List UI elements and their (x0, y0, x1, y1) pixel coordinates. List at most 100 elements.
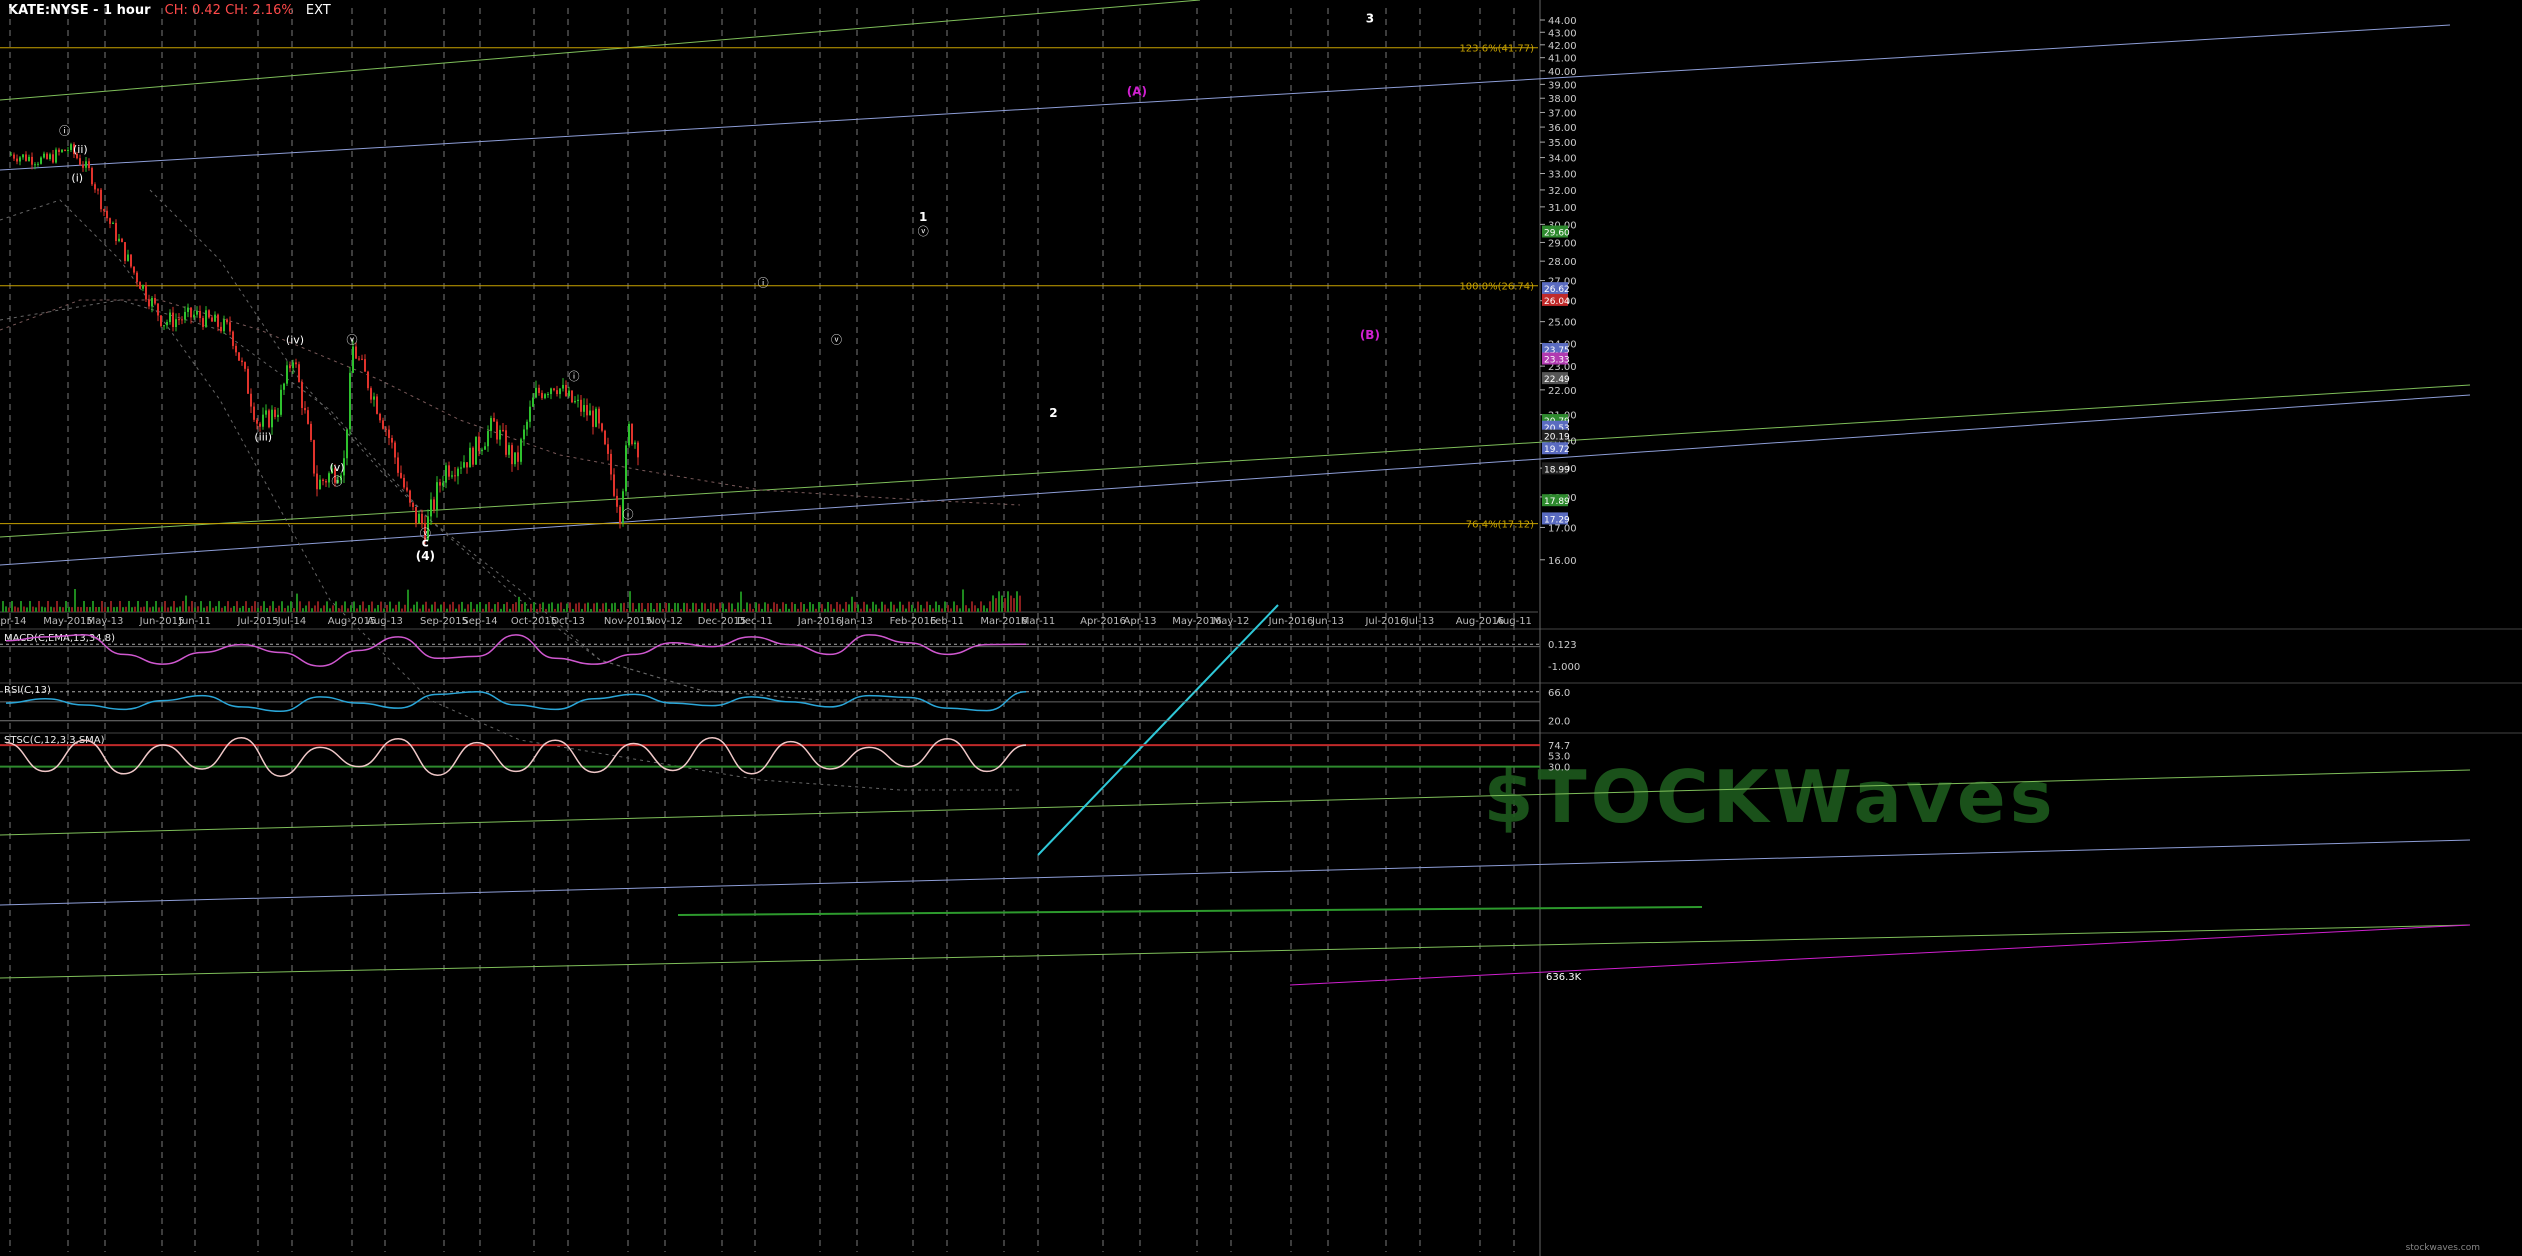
time-tick-label: Mar-11 (1021, 616, 1056, 627)
volume-bar (326, 601, 328, 612)
volume-bar (605, 602, 607, 612)
volume-bar (302, 608, 304, 612)
volume-bar (1010, 595, 1012, 612)
volume-bar (272, 601, 274, 612)
volume-bar (680, 608, 682, 612)
price-candle (334, 468, 336, 483)
volume-bar (743, 608, 745, 612)
volume-bar (290, 601, 292, 612)
volume-bar (32, 606, 34, 612)
volume-bar (122, 607, 124, 612)
price-candle (118, 238, 120, 242)
stoch-title: STSC(C,12,3,3,SMA) (4, 735, 105, 746)
volume-bar (767, 603, 769, 612)
price-tick-label: 41.00 (1548, 54, 1577, 65)
price-tick-label: 29.00 (1548, 238, 1577, 249)
volume-bar (758, 603, 760, 612)
volume-bar (191, 601, 193, 612)
price-candle (109, 218, 111, 224)
price-candle (55, 149, 57, 163)
price-candle (337, 480, 339, 483)
price-candle (241, 360, 243, 363)
time-tick-label: Dec-11 (737, 616, 773, 627)
volume-bar (209, 601, 211, 612)
volume-bar (17, 607, 19, 612)
price-candle (190, 307, 192, 318)
volume-bar (689, 608, 691, 612)
volume-bar (479, 601, 481, 612)
volume-bar (47, 601, 49, 612)
price-candle (232, 331, 234, 346)
volume-bar (941, 608, 943, 612)
volume-bar (794, 603, 796, 612)
price-candle (85, 161, 87, 168)
ma-slow-line (0, 299, 1021, 506)
price-tag: 22.49 (1544, 375, 1570, 385)
stoch-series-line (5, 737, 1027, 777)
price-candle (106, 210, 108, 219)
volume-bar (980, 601, 982, 612)
volume-bar (449, 604, 451, 612)
price-candle (184, 311, 186, 320)
volume-bar (524, 602, 526, 612)
time-tick-label: Apr-13 (1124, 616, 1157, 627)
price-tick-label: 31.00 (1548, 203, 1577, 214)
macd-tick-label: 0.123 (1548, 640, 1577, 651)
volume-bar (716, 608, 718, 612)
price-candle (430, 499, 432, 517)
volume-bar (860, 608, 862, 612)
wave-label: (v) (329, 461, 344, 474)
volume-bar (98, 606, 100, 612)
wave-label: ⓥ (918, 225, 929, 238)
volume-bar (797, 608, 799, 612)
price-candle (535, 387, 537, 398)
fib-level-label: 100.0%(26.74) (1459, 282, 1534, 293)
time-tick-label: Jul-13 (1405, 616, 1434, 627)
price-tick-label: 23.00 (1548, 362, 1577, 373)
volume-bar (251, 605, 253, 612)
price-candle (202, 318, 204, 327)
time-tick-label: Mar-2016 (980, 616, 1027, 627)
green-channel-bottom (0, 924, 2471, 979)
volume-bar (578, 602, 580, 612)
macd-series-line (5, 634, 1027, 667)
volume-bar (14, 606, 16, 612)
price-candle (178, 319, 180, 321)
price-candle (196, 310, 198, 315)
price-candle (289, 365, 291, 369)
volume-bar (89, 607, 91, 612)
volume-bar (968, 608, 970, 612)
wave-label: ⓥ (347, 333, 358, 346)
price-tick-label: 16.00 (1548, 556, 1577, 567)
wave-label: ⓥ (831, 333, 842, 346)
time-tick-label: May-2015 (43, 616, 93, 627)
price-candle (298, 364, 300, 383)
price-candle (391, 438, 393, 443)
price-candle (274, 409, 276, 417)
price-candle (484, 446, 486, 450)
volume-bar (827, 602, 829, 612)
price-tick-label: 22.00 (1548, 386, 1577, 397)
volume-bar (785, 603, 787, 612)
price-axis: 16.0017.0018.0019.0020.0021.0022.0023.00… (1540, 16, 1577, 567)
volume-bar (1019, 595, 1021, 612)
volume-bar (905, 608, 907, 612)
price-candle (487, 430, 489, 447)
rsi-title: RSI(C,13) (4, 685, 51, 696)
price-candle (466, 462, 468, 468)
volume-bar (179, 606, 181, 612)
volume-bar (101, 601, 103, 612)
volume-bar (569, 602, 571, 612)
price-candle (421, 513, 423, 524)
volume-bar (182, 601, 184, 612)
volume-bar (56, 601, 58, 612)
cyan-projection (1037, 604, 1279, 856)
volume-bar (683, 602, 685, 612)
volume-bar (374, 608, 376, 612)
volume-bar (635, 608, 637, 612)
price-candle (52, 154, 54, 163)
volume-bar (230, 607, 232, 612)
volume-bar (266, 607, 268, 612)
volume-bar (620, 603, 622, 612)
